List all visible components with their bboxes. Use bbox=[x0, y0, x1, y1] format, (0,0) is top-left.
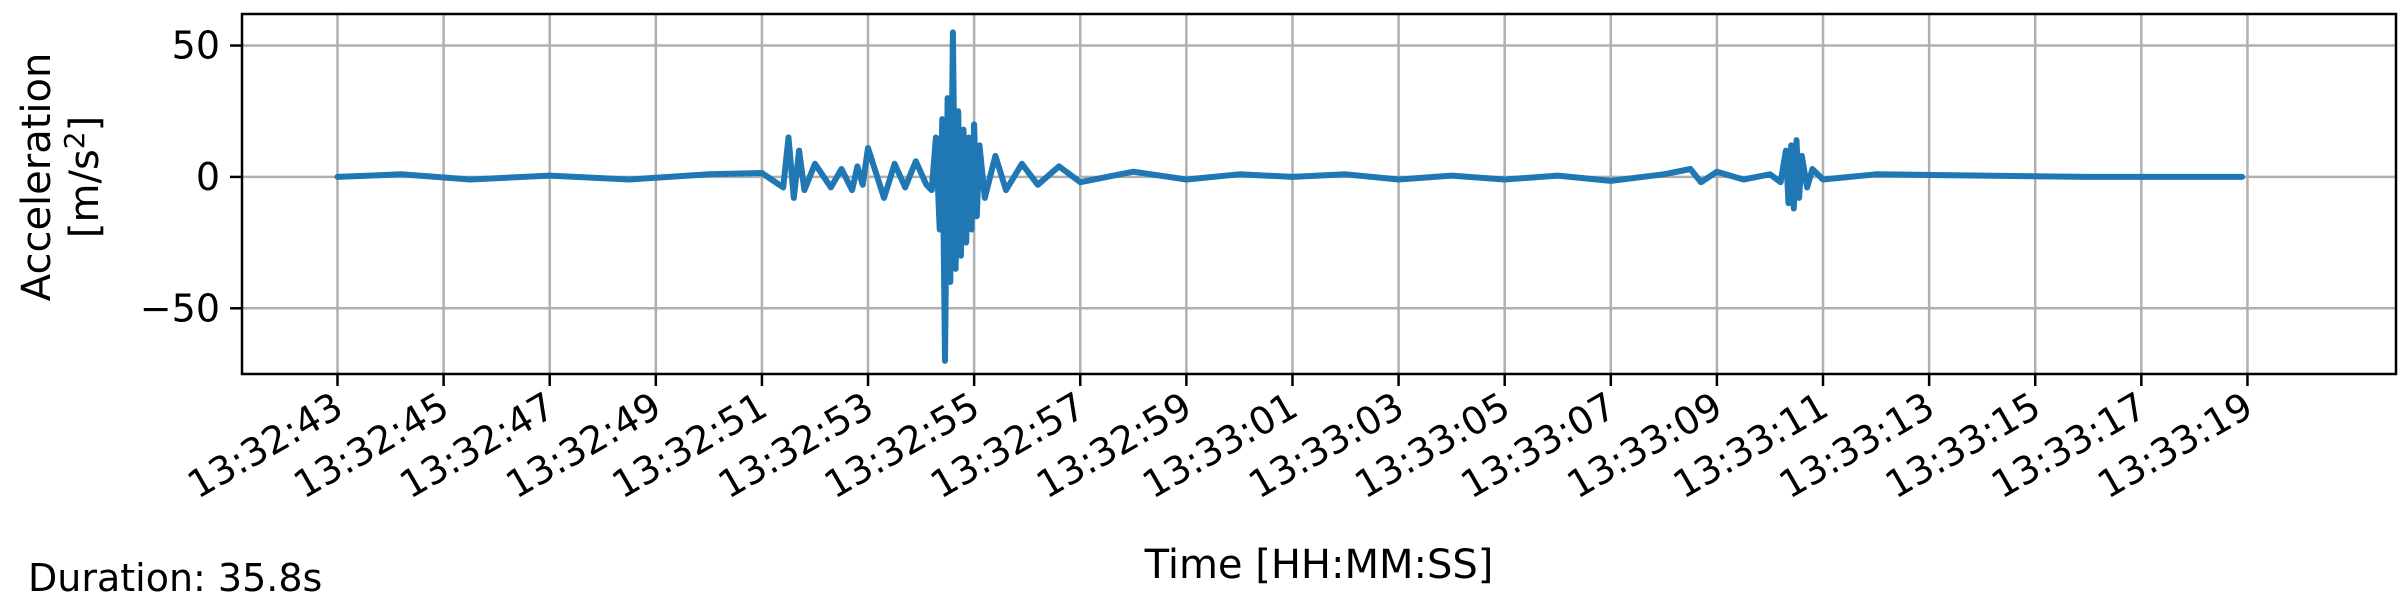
grid-lines bbox=[242, 14, 2396, 374]
units-close: ] bbox=[62, 116, 108, 132]
units-open: [m/s bbox=[62, 149, 108, 238]
y-tick-label: 0 bbox=[196, 155, 220, 199]
plot-frame bbox=[240, 12, 2398, 376]
y-axis-label-quantity: Acceleration bbox=[14, 53, 60, 302]
y-tick-label: −50 bbox=[140, 286, 220, 330]
y-axis-label-units: [m/s2] bbox=[58, 116, 108, 238]
series-line-0 bbox=[334, 29, 2246, 364]
y-axis-label: Acceleration [m/s2] bbox=[14, 53, 108, 302]
units-superscript: 2 bbox=[58, 131, 91, 149]
series-layer bbox=[334, 29, 2246, 364]
x-axis-label: Time [HH:MM:SS] bbox=[1144, 542, 1494, 588]
y-tick-label: 50 bbox=[172, 24, 220, 68]
duration-label: Duration: 35.8s bbox=[28, 556, 323, 600]
y-axis: 50 0 −50 bbox=[140, 24, 242, 330]
x-axis: 13:32:4313:32:4513:32:4713:32:4913:32:51… bbox=[180, 374, 2260, 507]
